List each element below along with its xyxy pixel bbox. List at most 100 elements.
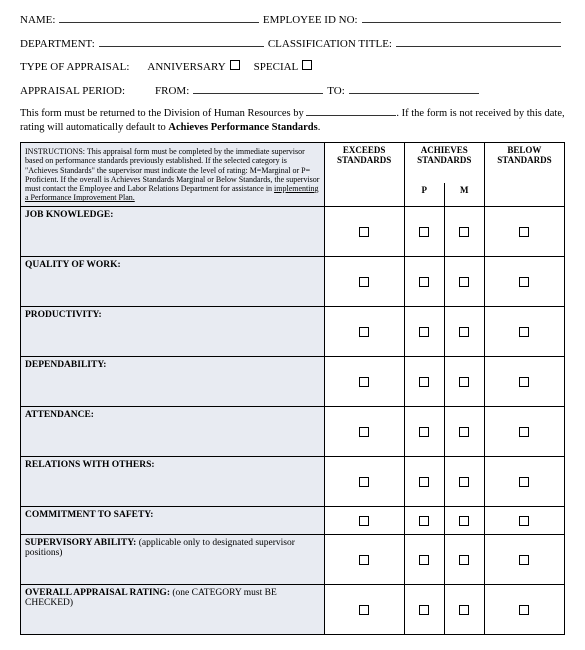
to-input-line[interactable] [349,83,479,94]
rating-checkbox-exceeds[interactable] [359,605,369,615]
classification-input-line[interactable] [396,36,561,47]
category-cell: RELATIONS WITH OTHERS: [21,457,325,507]
rating-checkbox-m[interactable] [459,516,469,526]
rating-checkbox-below[interactable] [519,377,529,387]
table-row: SUPERVISORY ABILITY: (applicable only to… [21,535,565,585]
rating-checkbox-p[interactable] [419,427,429,437]
rating-checkbox-exceeds[interactable] [359,327,369,337]
category-label: JOB KNOWLEDGE: [25,210,113,220]
form-page: NAME: EMPLOYEE ID NO: DEPARTMENT: CLASSI… [0,0,585,635]
appraisal-table: INSTRUCTIONS: This appraisal form must b… [20,142,565,635]
table-row: JOB KNOWLEDGE: [21,207,565,257]
category-cell: ATTENDANCE: [21,407,325,457]
category-cell: QUALITY OF WORK: [21,257,325,307]
rating-cell-below [484,257,564,307]
rating-checkbox-m[interactable] [459,555,469,565]
rating-cell-exceeds [324,585,404,635]
rating-checkbox-below[interactable] [519,516,529,526]
rating-cell-m [444,457,484,507]
rating-checkbox-below[interactable] [519,277,529,287]
employee-id-input-line[interactable] [362,12,561,23]
rating-checkbox-m[interactable] [459,477,469,487]
table-row: ATTENDANCE: [21,407,565,457]
rating-cell-m [444,357,484,407]
category-label: COMMITMENT TO SAFETY: [25,510,153,520]
name-input-line[interactable] [59,12,258,23]
rating-checkbox-p[interactable] [419,227,429,237]
appraisal-period-label: APPRAISAL PERIOD: [20,85,125,97]
rating-checkbox-p[interactable] [419,377,429,387]
rating-cell-exceeds [324,307,404,357]
notice-bold: Achieves Performance Standards [168,122,317,133]
row-appraisal-period: APPRAISAL PERIOD: FROM: TO: [20,83,565,97]
rating-checkbox-below[interactable] [519,427,529,437]
anniversary-checkbox[interactable] [230,60,240,70]
rating-checkbox-p[interactable] [419,477,429,487]
anniversary-label: ANNIVERSARY [147,61,225,73]
category-label: QUALITY OF WORK: [25,260,121,270]
category-label: PRODUCTIVITY: [25,310,102,320]
rating-cell-p [404,407,444,457]
department-label: DEPARTMENT: [20,38,95,50]
rating-checkbox-exceeds[interactable] [359,477,369,487]
rating-checkbox-exceeds[interactable] [359,427,369,437]
header-p: P [404,183,444,207]
rating-cell-m [444,407,484,457]
rating-checkbox-p[interactable] [419,555,429,565]
rating-cell-exceeds [324,357,404,407]
rating-checkbox-p[interactable] [419,277,429,287]
rating-checkbox-below[interactable] [519,555,529,565]
rating-cell-below [484,507,564,535]
table-row: QUALITY OF WORK: [21,257,565,307]
rating-checkbox-m[interactable] [459,227,469,237]
table-row: COMMITMENT TO SAFETY: [21,507,565,535]
rating-cell-exceeds [324,535,404,585]
notice-part3: . [318,122,321,133]
type-of-appraisal-label: TYPE OF APPRAISAL: [20,61,129,73]
special-checkbox[interactable] [302,60,312,70]
row-name-id: NAME: EMPLOYEE ID NO: [20,12,565,26]
rating-checkbox-m[interactable] [459,377,469,387]
rating-cell-below [484,407,564,457]
employee-id-label: EMPLOYEE ID NO: [263,14,358,26]
rating-cell-m [444,535,484,585]
category-label: OVERALL APPRAISAL RATING: [25,588,172,598]
header-achieves: ACHIEVES STANDARDS [404,143,484,183]
rating-checkbox-exceeds[interactable] [359,555,369,565]
rating-checkbox-m[interactable] [459,605,469,615]
rating-cell-below [484,307,564,357]
rating-checkbox-p[interactable] [419,605,429,615]
rating-checkbox-m[interactable] [459,427,469,437]
notice-date-blank[interactable] [306,107,396,116]
rating-cell-below [484,357,564,407]
rating-cell-m [444,585,484,635]
rating-checkbox-below[interactable] [519,605,529,615]
from-input-line[interactable] [193,83,323,94]
rating-checkbox-exceeds[interactable] [359,277,369,287]
rating-cell-p [404,257,444,307]
category-label: RELATIONS WITH OTHERS: [25,460,155,470]
department-input-line[interactable] [99,36,264,47]
rating-checkbox-exceeds[interactable] [359,516,369,526]
rating-checkbox-p[interactable] [419,516,429,526]
rating-checkbox-exceeds[interactable] [359,377,369,387]
rating-checkbox-m[interactable] [459,327,469,337]
rating-checkbox-p[interactable] [419,327,429,337]
return-notice: This form must be returned to the Divisi… [20,107,565,134]
rating-cell-p [404,507,444,535]
rating-checkbox-exceeds[interactable] [359,227,369,237]
rating-cell-below [484,457,564,507]
rating-checkbox-below[interactable] [519,227,529,237]
rating-checkbox-m[interactable] [459,277,469,287]
rating-cell-below [484,535,564,585]
to-label: TO: [327,85,345,97]
row-type-appraisal: TYPE OF APPRAISAL: ANNIVERSARY SPECIAL [20,60,565,73]
rating-checkbox-below[interactable] [519,477,529,487]
rating-cell-m [444,307,484,357]
category-cell: PRODUCTIVITY: [21,307,325,357]
rating-cell-p [404,535,444,585]
table-row: PRODUCTIVITY: [21,307,565,357]
rating-cell-exceeds [324,257,404,307]
rating-cell-exceeds [324,457,404,507]
rating-checkbox-below[interactable] [519,327,529,337]
